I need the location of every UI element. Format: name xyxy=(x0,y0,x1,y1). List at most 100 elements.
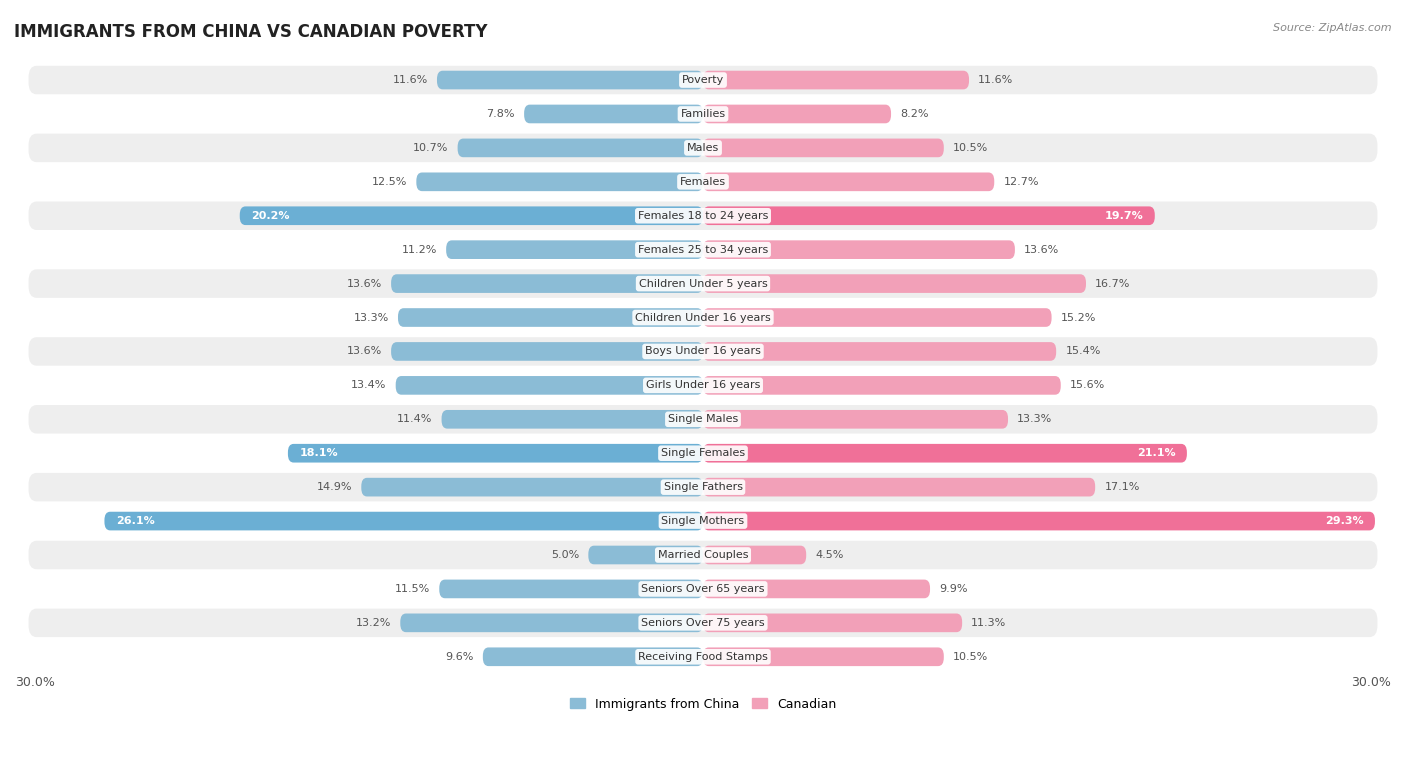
FancyBboxPatch shape xyxy=(703,309,1052,327)
FancyBboxPatch shape xyxy=(703,274,1085,293)
Text: 12.5%: 12.5% xyxy=(371,177,408,186)
FancyBboxPatch shape xyxy=(391,342,703,361)
FancyBboxPatch shape xyxy=(391,274,703,293)
FancyBboxPatch shape xyxy=(524,105,703,124)
FancyBboxPatch shape xyxy=(28,609,1378,637)
FancyBboxPatch shape xyxy=(28,337,1378,365)
Text: Girls Under 16 years: Girls Under 16 years xyxy=(645,381,761,390)
Text: Children Under 16 years: Children Under 16 years xyxy=(636,312,770,322)
Text: 13.4%: 13.4% xyxy=(352,381,387,390)
FancyBboxPatch shape xyxy=(703,546,806,564)
Text: Females: Females xyxy=(681,177,725,186)
FancyBboxPatch shape xyxy=(361,478,703,496)
FancyBboxPatch shape xyxy=(401,613,703,632)
FancyBboxPatch shape xyxy=(703,139,943,157)
Text: Married Couples: Married Couples xyxy=(658,550,748,560)
FancyBboxPatch shape xyxy=(703,376,1060,395)
FancyBboxPatch shape xyxy=(703,512,1375,531)
Text: 21.1%: 21.1% xyxy=(1137,448,1175,459)
FancyBboxPatch shape xyxy=(703,613,962,632)
Text: 11.6%: 11.6% xyxy=(392,75,427,85)
FancyBboxPatch shape xyxy=(398,309,703,327)
Text: 11.6%: 11.6% xyxy=(979,75,1014,85)
FancyBboxPatch shape xyxy=(703,342,1056,361)
Text: Single Males: Single Males xyxy=(668,415,738,424)
Text: 13.3%: 13.3% xyxy=(1017,415,1053,424)
Text: Boys Under 16 years: Boys Under 16 years xyxy=(645,346,761,356)
Text: 4.5%: 4.5% xyxy=(815,550,844,560)
Text: 11.4%: 11.4% xyxy=(396,415,433,424)
FancyBboxPatch shape xyxy=(703,444,1187,462)
Text: 30.0%: 30.0% xyxy=(15,675,55,689)
FancyBboxPatch shape xyxy=(703,240,1015,259)
Text: 15.4%: 15.4% xyxy=(1066,346,1101,356)
FancyBboxPatch shape xyxy=(28,66,1378,94)
Text: 13.3%: 13.3% xyxy=(353,312,389,322)
Text: 13.2%: 13.2% xyxy=(356,618,391,628)
FancyBboxPatch shape xyxy=(28,405,1378,434)
Text: 13.6%: 13.6% xyxy=(347,279,382,289)
FancyBboxPatch shape xyxy=(28,303,1378,332)
FancyBboxPatch shape xyxy=(446,240,703,259)
Text: Children Under 5 years: Children Under 5 years xyxy=(638,279,768,289)
Text: Single Females: Single Females xyxy=(661,448,745,459)
Text: 13.6%: 13.6% xyxy=(347,346,382,356)
Text: 26.1%: 26.1% xyxy=(115,516,155,526)
FancyBboxPatch shape xyxy=(395,376,703,395)
Text: Source: ZipAtlas.com: Source: ZipAtlas.com xyxy=(1274,23,1392,33)
Legend: Immigrants from China, Canadian: Immigrants from China, Canadian xyxy=(565,693,841,716)
FancyBboxPatch shape xyxy=(703,70,969,89)
Text: 9.6%: 9.6% xyxy=(446,652,474,662)
Text: Seniors Over 75 years: Seniors Over 75 years xyxy=(641,618,765,628)
Text: 29.3%: 29.3% xyxy=(1324,516,1364,526)
Text: Males: Males xyxy=(688,143,718,153)
FancyBboxPatch shape xyxy=(28,439,1378,468)
Text: 30.0%: 30.0% xyxy=(1351,675,1391,689)
FancyBboxPatch shape xyxy=(240,206,703,225)
FancyBboxPatch shape xyxy=(28,202,1378,230)
FancyBboxPatch shape xyxy=(28,473,1378,501)
FancyBboxPatch shape xyxy=(703,478,1095,496)
FancyBboxPatch shape xyxy=(28,236,1378,264)
Text: 13.6%: 13.6% xyxy=(1024,245,1059,255)
FancyBboxPatch shape xyxy=(28,643,1378,671)
Text: Single Mothers: Single Mothers xyxy=(661,516,745,526)
FancyBboxPatch shape xyxy=(439,580,703,598)
FancyBboxPatch shape xyxy=(703,580,929,598)
FancyBboxPatch shape xyxy=(104,512,703,531)
FancyBboxPatch shape xyxy=(28,575,1378,603)
FancyBboxPatch shape xyxy=(441,410,703,428)
Text: Females 18 to 24 years: Females 18 to 24 years xyxy=(638,211,768,221)
Text: 11.2%: 11.2% xyxy=(402,245,437,255)
FancyBboxPatch shape xyxy=(588,546,703,564)
Text: 9.9%: 9.9% xyxy=(939,584,967,594)
FancyBboxPatch shape xyxy=(703,206,1154,225)
Text: 18.1%: 18.1% xyxy=(299,448,337,459)
FancyBboxPatch shape xyxy=(28,100,1378,128)
Text: 10.7%: 10.7% xyxy=(413,143,449,153)
Text: 10.5%: 10.5% xyxy=(953,143,988,153)
FancyBboxPatch shape xyxy=(703,173,994,191)
Text: 10.5%: 10.5% xyxy=(953,652,988,662)
FancyBboxPatch shape xyxy=(703,410,1008,428)
Text: 17.1%: 17.1% xyxy=(1104,482,1140,492)
FancyBboxPatch shape xyxy=(28,269,1378,298)
Text: 7.8%: 7.8% xyxy=(486,109,515,119)
Text: 19.7%: 19.7% xyxy=(1105,211,1143,221)
Text: 11.5%: 11.5% xyxy=(395,584,430,594)
FancyBboxPatch shape xyxy=(457,139,703,157)
Text: 8.2%: 8.2% xyxy=(900,109,929,119)
Text: Single Fathers: Single Fathers xyxy=(664,482,742,492)
Text: Families: Families xyxy=(681,109,725,119)
FancyBboxPatch shape xyxy=(28,133,1378,162)
Text: Receiving Food Stamps: Receiving Food Stamps xyxy=(638,652,768,662)
FancyBboxPatch shape xyxy=(437,70,703,89)
Text: 15.2%: 15.2% xyxy=(1060,312,1097,322)
Text: Seniors Over 65 years: Seniors Over 65 years xyxy=(641,584,765,594)
FancyBboxPatch shape xyxy=(416,173,703,191)
Text: Females 25 to 34 years: Females 25 to 34 years xyxy=(638,245,768,255)
Text: 15.6%: 15.6% xyxy=(1070,381,1105,390)
FancyBboxPatch shape xyxy=(28,540,1378,569)
Text: 5.0%: 5.0% xyxy=(551,550,579,560)
FancyBboxPatch shape xyxy=(703,647,943,666)
